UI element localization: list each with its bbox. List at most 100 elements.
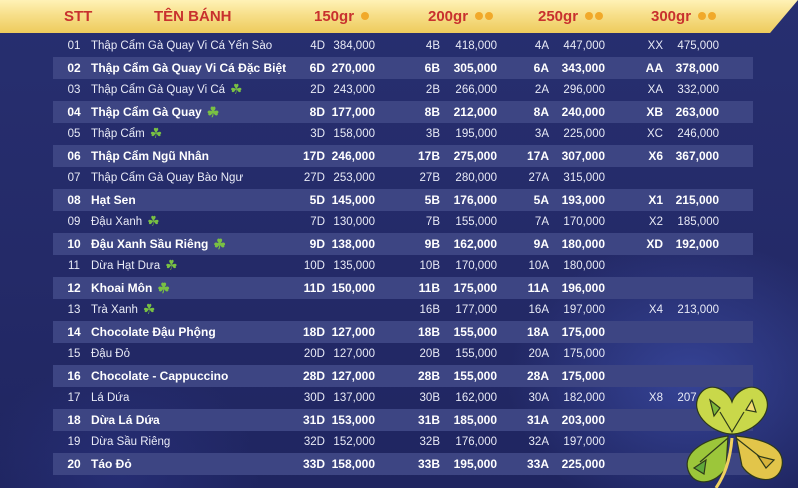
row-price-150gr: 138,000 — [331, 237, 375, 251]
row-price-250gr: 225,000 — [563, 128, 605, 140]
row-code-200gr: 16B — [419, 304, 440, 316]
row-code-250gr: 8A — [533, 105, 549, 119]
row-price-150gr: 153,000 — [331, 413, 375, 427]
table-row: 16 Chocolate - Cappuccino 28D 127,000 28B 155… — [53, 365, 753, 387]
row-code-250gr: 16A — [528, 304, 549, 316]
row-code-200gr: 3B — [425, 128, 440, 140]
row-price-150gr: 145,000 — [331, 193, 375, 207]
row-cake-name-text: Trà Xanh — [91, 304, 138, 316]
row-code-300gr: X8 — [648, 392, 663, 404]
row-price-300gr: 246,000 — [677, 128, 719, 140]
dot-icon-group — [359, 8, 370, 25]
row-code-150gr: 11D — [303, 281, 325, 295]
row-price-200gr: 155,000 — [455, 216, 497, 228]
header-150gr: 150gr — [314, 7, 370, 27]
row-cake-name: Đậu Xanh ☘ — [91, 211, 160, 233]
clover-decoration-icon — [686, 386, 783, 488]
row-code-150gr: 2D — [310, 84, 325, 96]
table-row: 18 Dừa Lá Dứa 31D 153,000 31B 185,000 31A 203,0… — [53, 409, 753, 431]
row-code-150gr: 27D — [303, 172, 325, 184]
header-stt: STT — [64, 8, 93, 25]
table-row: 13 Trà Xanh ☘ 16B 177,000 16A 197,000 X4 213,000 — [53, 299, 753, 321]
row-price-300gr: 263,000 — [675, 105, 719, 119]
table-row: 10 Đậu Xanh Sầu Riêng ☘ 9D 138,000 9B 162,000 9… — [53, 233, 753, 255]
row-price-300gr: 192,000 — [675, 237, 719, 251]
row-stt: 18 — [67, 413, 81, 427]
row-stt: 06 — [67, 149, 81, 163]
row-code-200gr: 18B — [417, 325, 440, 339]
row-stt: 15 — [67, 348, 81, 360]
row-stt: 12 — [67, 281, 81, 295]
row-price-250gr: 182,000 — [563, 392, 605, 404]
row-code-250gr: 20A — [528, 348, 549, 360]
row-code-250gr: 2A — [534, 84, 549, 96]
row-stt: 03 — [67, 84, 81, 96]
row-code-150gr: 5D — [309, 193, 325, 207]
row-price-150gr: 158,000 — [333, 128, 375, 140]
row-code-150gr: 9D — [309, 237, 325, 251]
row-price-200gr: 418,000 — [455, 40, 497, 52]
dot-icon — [361, 12, 370, 20]
row-price-250gr: 343,000 — [561, 61, 605, 75]
row-price-200gr: 162,000 — [455, 392, 497, 404]
row-price-200gr: 155,000 — [453, 369, 497, 383]
row-price-250gr: 196,000 — [561, 281, 605, 295]
row-price-200gr: 170,000 — [455, 260, 497, 272]
row-code-250gr: 32A — [528, 436, 549, 448]
row-price-250gr: 180,000 — [561, 237, 605, 251]
row-cake-name-text: Thập Cẩm Gà Quay Vi Cá — [91, 84, 226, 96]
row-price-200gr: 155,000 — [455, 348, 497, 360]
row-price-150gr: 127,000 — [331, 325, 375, 339]
row-code-200gr: 31B — [417, 413, 440, 427]
row-price-250gr: 175,000 — [561, 325, 605, 339]
row-cake-name: Đậu Xanh Sầu Riêng ☘ — [91, 233, 226, 255]
row-price-200gr: 162,000 — [453, 237, 497, 251]
row-code-200gr: 10B — [419, 260, 440, 272]
row-stt: 10 — [67, 237, 81, 251]
row-price-200gr: 177,000 — [455, 304, 497, 316]
table-row: 08 Hạt Sen 5D 145,000 5B 176,000 5A 193,000 X1 21… — [53, 189, 753, 211]
row-price-300gr: 215,000 — [675, 193, 719, 207]
row-code-200gr: 27B — [419, 172, 440, 184]
row-price-150gr: 150,000 — [331, 281, 375, 295]
row-price-250gr: 170,000 — [563, 216, 605, 228]
row-price-250gr: 180,000 — [563, 260, 605, 272]
dot-icon — [595, 12, 604, 20]
dot-icon — [585, 12, 594, 20]
row-cake-name: Thập Cẩm Gà Quay Bào Ngư — [91, 167, 243, 189]
table-row: 19 Dừa Sầu Riêng 32D 152,000 32B 176,000 32A 19… — [53, 431, 753, 453]
row-cake-name-text: Chocolate Đậu Phộng — [91, 325, 216, 339]
row-cake-name: Trà Xanh ☘ — [91, 299, 155, 321]
row-code-150gr: 4D — [310, 40, 325, 52]
row-code-150gr: 32D — [303, 436, 325, 448]
row-code-150gr: 28D — [302, 369, 325, 383]
row-stt: 04 — [67, 105, 81, 119]
row-price-150gr: 130,000 — [333, 216, 375, 228]
row-price-250gr: 225,000 — [561, 457, 605, 471]
row-price-200gr: 185,000 — [453, 413, 497, 427]
row-code-200gr: 17B — [417, 149, 440, 163]
row-code-150gr: 20D — [303, 348, 325, 360]
row-code-150gr: 33D — [302, 457, 325, 471]
row-code-150gr: 7D — [310, 216, 325, 228]
row-cake-name-text: Lá Dứa — [91, 392, 130, 404]
row-price-200gr: 176,000 — [453, 193, 497, 207]
row-cake-name-text: Dừa Lá Dứa — [91, 413, 160, 427]
row-code-150gr: 6D — [309, 61, 325, 75]
row-stt: 11 — [68, 260, 80, 272]
clover-icon: ☘ — [206, 104, 220, 120]
row-price-300gr: 475,000 — [677, 40, 719, 52]
row-code-200gr: 30B — [419, 392, 440, 404]
table-row: 15 Đậu Đỏ 20D 127,000 20B 155,000 20A 175,000 — [53, 343, 753, 365]
row-cake-name: Hạt Sen — [91, 189, 136, 211]
clover-icon: ☘ — [213, 236, 226, 252]
row-code-200gr: 5B — [424, 193, 440, 207]
table-row: 02 Thập Cẩm Gà Quay Vi Cá Đặc Biệt 6D 270,0… — [53, 57, 753, 79]
row-code-300gr: XA — [647, 84, 663, 96]
table-row: 07 Thập Cẩm Gà Quay Bào Ngư 27D 253,000 27B 2… — [53, 167, 753, 189]
price-table: 01 Thập Cẩm Gà Quay Vi Cá Yến Sào 4D 384,00… — [53, 35, 753, 475]
row-code-250gr: 5A — [533, 193, 549, 207]
row-price-150gr: 253,000 — [333, 172, 375, 184]
row-code-300gr: X2 — [648, 216, 663, 228]
row-stt: 02 — [67, 61, 81, 75]
